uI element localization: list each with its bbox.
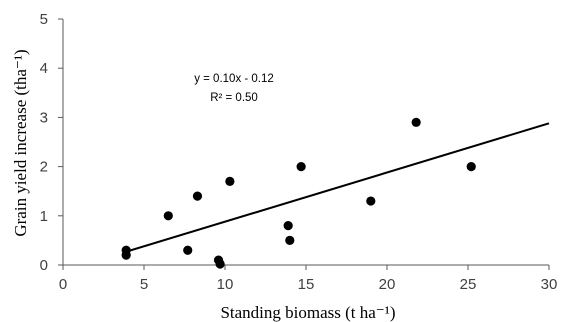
y-axis-title: Grain yield increase (tha⁻¹)	[11, 49, 30, 236]
data-point	[225, 176, 235, 186]
x-axis-title: Standing biomass (t ha⁻¹)	[220, 303, 395, 322]
data-point	[121, 250, 131, 260]
trendline-equation: y = 0.10x - 0.12	[194, 73, 274, 85]
y-tick-label: 0	[40, 257, 48, 274]
x-tick-label: 5	[140, 276, 148, 293]
data-point	[296, 162, 306, 172]
x-tick-label: 25	[460, 276, 477, 293]
y-tick-label: 2	[40, 159, 48, 176]
x-tick-label: 20	[379, 276, 396, 293]
data-point	[411, 117, 421, 127]
x-tick-label: 0	[59, 276, 67, 293]
data-point	[283, 221, 293, 231]
x-tick-label: 10	[217, 276, 234, 293]
data-point	[466, 162, 476, 172]
trendline-layer	[125, 122, 550, 253]
y-axis: 0 1 2 3 4 5	[40, 11, 64, 274]
data-point	[192, 191, 203, 201]
x-axis: 0 5 10 15 20 25 30	[59, 264, 558, 293]
data-point	[163, 211, 173, 221]
x-tick-label: 15	[298, 276, 315, 293]
y-tick-label: 3	[40, 109, 48, 126]
x-tick-label: 30	[541, 276, 558, 293]
data-point	[215, 259, 225, 269]
y-tick-label: 5	[40, 11, 48, 28]
data-points	[121, 117, 476, 269]
data-point	[285, 235, 295, 245]
y-tick-label: 1	[40, 208, 48, 225]
trendline	[125, 122, 550, 253]
y-tick-label: 4	[40, 60, 48, 77]
r-squared-label: R² = 0.50	[210, 92, 258, 104]
data-point	[366, 196, 376, 206]
data-point	[183, 245, 193, 255]
